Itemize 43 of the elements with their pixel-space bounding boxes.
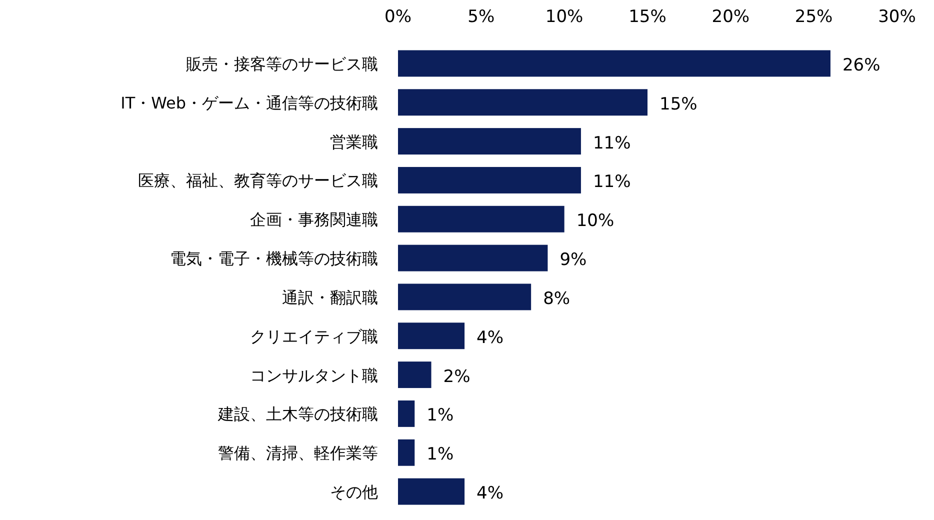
x-tick-label: 0% (384, 7, 412, 27)
bar (398, 362, 432, 388)
bar (398, 400, 415, 427)
bar (398, 284, 532, 310)
y-tick-label: 建設、土木等の技術職 (217, 404, 378, 424)
data-label: 11% (592, 172, 631, 192)
x-tick-label: 25% (794, 7, 833, 27)
y-tick-label: 通訳・翻訳職 (282, 288, 378, 307)
bar (398, 206, 564, 232)
bar (398, 244, 548, 272)
y-tick-label: 企画・事務関連職 (250, 210, 378, 230)
bar (398, 89, 648, 116)
x-tick-label: 20% (712, 7, 750, 27)
y-tick-label: コンサルタント職 (250, 366, 378, 385)
x-tick-label: 30% (878, 7, 916, 27)
bar (398, 50, 830, 77)
bar (398, 322, 465, 350)
data-label: 8% (543, 288, 570, 309)
data-label: 11% (592, 133, 631, 154)
y-tick-label: 電気・電子・機械等の技術職 (170, 249, 378, 268)
x-tick-label: 5% (468, 7, 495, 27)
y-tick-label: その他 (330, 482, 378, 502)
bar (398, 478, 465, 505)
y-tick-label: 医療、福祉、教育等のサービス職 (138, 171, 378, 190)
data-label: 1% (426, 406, 454, 426)
y-tick-label: 警備、清掃、軽作業等 (218, 444, 378, 463)
bar (398, 166, 581, 194)
data-label: 26% (842, 55, 880, 76)
y-tick-label: クリエイティブ職 (250, 326, 378, 346)
x-tick-label: 10% (545, 7, 584, 27)
y-tick-label: 販売・接客等のサービス職 (186, 54, 378, 74)
data-label: 2% (443, 366, 470, 387)
data-label: 4% (476, 484, 504, 504)
y-tick-label: 営業職 (330, 132, 378, 152)
data-label: 4% (476, 328, 504, 348)
y-tick-label: IT・Web・ゲーム・通信等の技術職 (120, 93, 378, 112)
bar (398, 439, 415, 466)
x-tick-label: 15% (628, 7, 666, 27)
bar (398, 128, 581, 155)
data-label: 1% (426, 444, 454, 465)
data-label: 10% (576, 211, 614, 232)
data-label: 9% (560, 250, 587, 270)
data-label: 15% (660, 94, 698, 114)
